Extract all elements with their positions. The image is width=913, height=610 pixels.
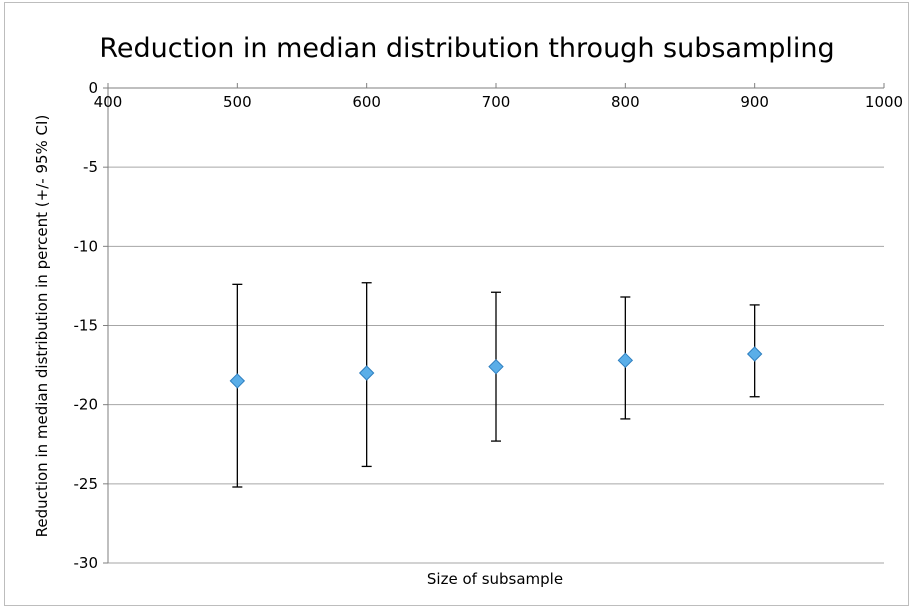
y-tick-label: -20: [74, 396, 99, 414]
y-tick-label: -15: [74, 317, 99, 335]
y-tick-label: -10: [74, 237, 99, 255]
chart-title: Reduction in median distribution through…: [99, 33, 834, 64]
x-tick-label: 1000: [865, 93, 903, 111]
x-tick-label: 500: [223, 93, 252, 111]
y-tick-label: -30: [74, 554, 99, 572]
x-tick-labels: 400 500 600 700 800 900 1000: [94, 93, 903, 111]
axes: [103, 83, 885, 564]
data-point-diamond: [488, 358, 504, 375]
chart-frame: Reduction in median distribution through…: [4, 2, 909, 606]
y-tick-label: -25: [74, 475, 99, 493]
y-tick-label: 0: [88, 79, 98, 97]
chart-canvas: Reduction in median distribution through…: [33, 33, 903, 588]
data-point-diamond: [617, 352, 634, 369]
data-points: [229, 346, 763, 389]
y-tick-labels: 0 -5 -10 -15 -20 -25 -30: [74, 79, 99, 572]
x-tick-label: 900: [740, 93, 769, 111]
data-point-diamond: [746, 346, 763, 362]
error-bars: [232, 282, 760, 488]
x-tick-label: 600: [352, 93, 381, 111]
x-axis-label: Size of subsample: [427, 570, 563, 588]
y-axis-label: Reduction in median distribution in perc…: [33, 115, 51, 538]
x-tick-label: 800: [611, 93, 640, 111]
data-point-diamond: [358, 365, 375, 381]
data-point-diamond: [229, 373, 246, 389]
x-tick-label: 400: [94, 93, 123, 111]
y-tick-label: -5: [83, 158, 98, 176]
x-tick-label: 700: [482, 93, 511, 111]
